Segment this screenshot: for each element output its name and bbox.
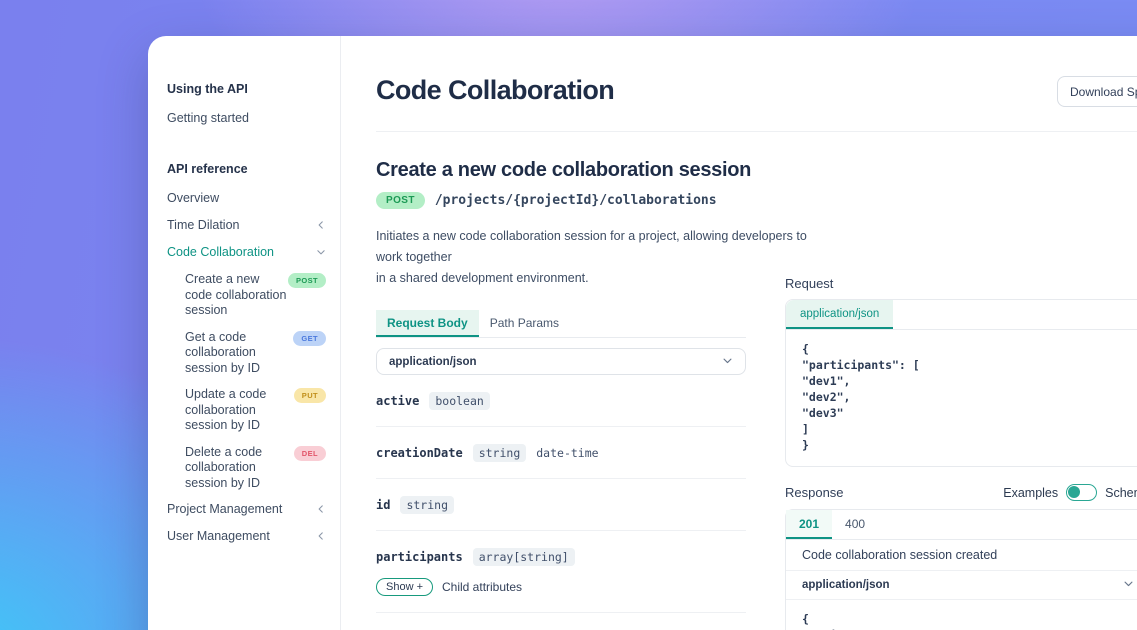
response-code-card: 201 400 Code collaboration session creat… bbox=[785, 509, 1137, 630]
response-code-block: { "active": true, "creationDate": "2023-… bbox=[802, 612, 906, 630]
response-content-type-select[interactable]: application/json bbox=[786, 571, 1137, 600]
field-row-projectid: projectId string bbox=[376, 613, 746, 630]
type-badge: boolean bbox=[429, 392, 490, 410]
main-content: Code Collaboration Download Spec Create … bbox=[341, 36, 1137, 630]
chevron-down-icon bbox=[1123, 578, 1134, 592]
sidebar-item-user-management[interactable]: User Management bbox=[167, 529, 326, 543]
child-attributes-label: Child attributes bbox=[442, 580, 523, 594]
sidebar-item-update-session[interactable]: Update a code collaboration session by I… bbox=[185, 387, 326, 434]
sidebar-spacer bbox=[167, 138, 326, 162]
chevron-down-icon bbox=[316, 247, 326, 257]
tab-request-body[interactable]: Request Body bbox=[376, 310, 479, 337]
content-type-select[interactable]: application/json bbox=[376, 348, 746, 375]
chevron-down-icon bbox=[722, 355, 733, 369]
sidebar: Using the API Getting started API refere… bbox=[148, 36, 341, 630]
field-row-active: active boolean bbox=[376, 375, 746, 427]
endpoint-signature: POST /projects/{projectId}/collaboration… bbox=[376, 192, 746, 209]
sidebar-heading-api-reference: API reference bbox=[167, 162, 248, 176]
response-label: Response bbox=[785, 485, 844, 500]
request-card-tabs: application/json bbox=[786, 300, 1137, 330]
request-label: Request bbox=[785, 276, 834, 291]
toggle-knob bbox=[1068, 486, 1081, 498]
examples-schema-toggle-group: Examples Schema bbox=[1003, 484, 1137, 501]
schema-label: Schema bbox=[1105, 485, 1137, 500]
response-description: Code collaboration session created bbox=[786, 540, 1137, 571]
field-row-participants: participants array[string] Show + Child … bbox=[376, 531, 746, 613]
method-badge-del: DEL bbox=[293, 445, 326, 461]
field-list: active boolean creationDate string date-… bbox=[376, 375, 746, 630]
request-tabs: Request Body Path Params bbox=[376, 310, 746, 338]
endpoint-path: /projects/{projectId}/collaborations bbox=[434, 193, 717, 208]
section-divider bbox=[376, 131, 1137, 132]
method-badge-put: PUT bbox=[293, 388, 326, 403]
method-badge-get: GET bbox=[293, 330, 326, 346]
sidebar-item-create-session[interactable]: Create a new code collaboration session … bbox=[185, 272, 326, 319]
field-row-id: id string bbox=[376, 479, 746, 531]
chevron-left-icon bbox=[316, 531, 326, 541]
chevron-left-icon bbox=[316, 220, 326, 230]
method-badge-post: POST bbox=[287, 273, 326, 288]
docs-card: Using the API Getting started API refere… bbox=[148, 36, 1137, 630]
show-child-attributes-button[interactable]: Show + bbox=[376, 578, 433, 596]
page-title: Code Collaboration bbox=[376, 75, 615, 105]
sidebar-heading-using-the-api: Using the API bbox=[167, 82, 248, 96]
sidebar-item-time-dilation[interactable]: Time Dilation bbox=[167, 218, 326, 232]
field-row-creationdate: creationDate string date-time bbox=[376, 427, 746, 479]
sidebar-item-getting-started[interactable]: Getting started bbox=[167, 111, 249, 125]
examples-schema-toggle[interactable] bbox=[1066, 484, 1098, 501]
download-spec-button[interactable]: Download Spec bbox=[1057, 76, 1137, 107]
tab-status-400[interactable]: 400 bbox=[845, 517, 866, 531]
endpoint-title: Create a new code collaboration session bbox=[376, 159, 752, 181]
sidebar-item-project-management[interactable]: Project Management bbox=[167, 502, 326, 516]
request-code-card: application/json { "participants": [ "de… bbox=[785, 299, 1137, 467]
request-code-block: { "participants": [ "dev1", "dev2", "dev… bbox=[802, 342, 920, 452]
examples-label: Examples bbox=[1003, 485, 1059, 500]
sidebar-item-delete-session[interactable]: Delete a code collaboration session by I… bbox=[185, 445, 326, 492]
examples-panel: Request application/json { "participants… bbox=[785, 276, 1137, 630]
endpoint-description: Initiates a new code collaboration sessi… bbox=[376, 229, 807, 285]
type-badge: string bbox=[472, 444, 527, 462]
response-status-tabs: 201 400 bbox=[786, 510, 1137, 540]
tab-path-params[interactable]: Path Params bbox=[489, 316, 560, 330]
type-badge: array[string] bbox=[472, 548, 575, 566]
type-badge: string bbox=[400, 496, 454, 514]
method-badge-post: POST bbox=[376, 192, 425, 209]
endpoint-section: Create a new code collaboration session … bbox=[376, 158, 807, 630]
tab-status-201[interactable]: 201 bbox=[786, 510, 833, 539]
format-label: date-time bbox=[536, 446, 599, 460]
sidebar-endpoint-list: Create a new code collaboration session … bbox=[185, 272, 326, 491]
sidebar-item-get-session[interactable]: Get a code collaboration session by ID G… bbox=[185, 330, 326, 377]
sidebar-item-overview[interactable]: Overview bbox=[167, 191, 220, 205]
response-header: Response Examples Schema bbox=[785, 484, 1137, 501]
tab-application-json[interactable]: application/json bbox=[786, 300, 894, 329]
chevron-left-icon bbox=[316, 504, 326, 514]
sidebar-item-code-collaboration[interactable]: Code Collaboration bbox=[167, 245, 326, 259]
